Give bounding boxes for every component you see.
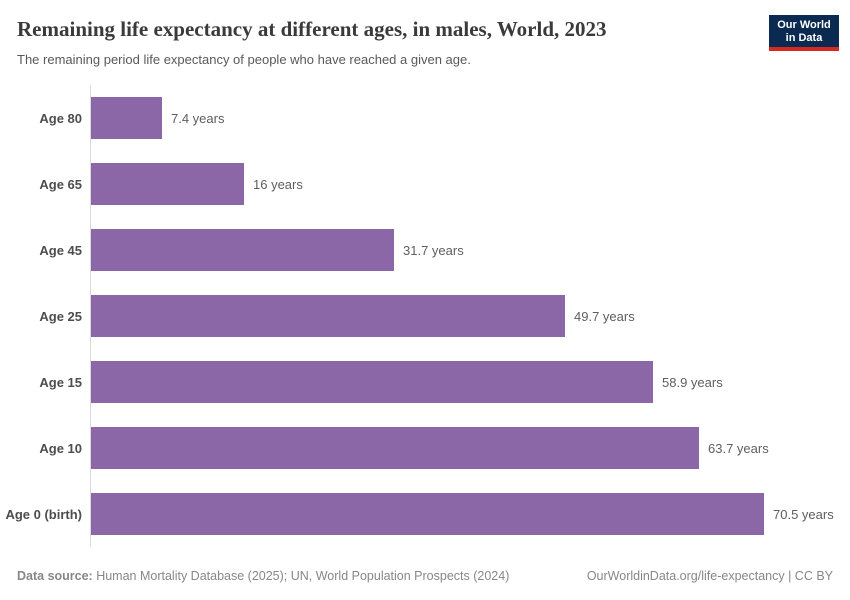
- plot-area: Age 80 7.4 years Age 65 16 years Age 45 …: [0, 85, 850, 547]
- chart-subtitle: The remaining period life expectancy of …: [17, 52, 471, 67]
- data-source-label: Data source:: [17, 569, 93, 583]
- value-label: 7.4 years: [171, 110, 225, 126]
- value-label: 58.9 years: [662, 374, 723, 390]
- value-label: 70.5 years: [773, 506, 834, 522]
- bar[interactable]: [91, 361, 653, 403]
- bar-row: Age 0 (birth) 70.5 years: [0, 481, 850, 547]
- category-label: Age 65: [39, 176, 82, 192]
- bar[interactable]: [91, 97, 162, 139]
- category-label: Age 15: [39, 374, 82, 390]
- data-source: Data source: Human Mortality Database (2…: [17, 569, 509, 584]
- logo-line-2: in Data: [785, 31, 823, 44]
- owid-logo[interactable]: Our World in Data: [769, 15, 839, 51]
- category-label: Age 45: [39, 242, 82, 258]
- bar[interactable]: [91, 295, 565, 337]
- value-label: 63.7 years: [708, 440, 769, 456]
- bar-track: 63.7 years: [90, 415, 850, 481]
- logo-line-1: Our World: [777, 19, 831, 31]
- bar-track: 70.5 years: [90, 481, 850, 547]
- bar[interactable]: [91, 427, 699, 469]
- bar-track: 7.4 years: [90, 85, 850, 151]
- chart-footer: Data source: Human Mortality Database (2…: [0, 569, 850, 584]
- bar[interactable]: [91, 229, 394, 271]
- bar-track: 49.7 years: [90, 283, 850, 349]
- bar-row: Age 45 31.7 years: [0, 217, 850, 283]
- bar-row: Age 15 58.9 years: [0, 349, 850, 415]
- bar-row: Age 10 63.7 years: [0, 415, 850, 481]
- bar-track: 31.7 years: [90, 217, 850, 283]
- bar-row: Age 80 7.4 years: [0, 85, 850, 151]
- bar-row: Age 25 49.7 years: [0, 283, 850, 349]
- chart-title: Remaining life expectancy at different a…: [17, 17, 607, 41]
- category-label: Age 25: [39, 308, 82, 324]
- attribution-link[interactable]: OurWorldinData.org/life-expectancy | CC …: [586, 569, 833, 583]
- data-source-text: Human Mortality Database (2025); UN, Wor…: [92, 569, 510, 583]
- category-label: Age 80: [39, 110, 82, 126]
- bar-track: 16 years: [90, 151, 850, 217]
- bar[interactable]: [91, 163, 244, 205]
- category-label: Age 10: [39, 440, 82, 456]
- value-label: 31.7 years: [403, 242, 464, 258]
- value-label: 16 years: [253, 176, 303, 192]
- bar[interactable]: [91, 493, 764, 535]
- value-label: 49.7 years: [574, 308, 635, 324]
- bar-row: Age 65 16 years: [0, 151, 850, 217]
- bar-track: 58.9 years: [90, 349, 850, 415]
- category-label: Age 0 (birth): [5, 506, 82, 522]
